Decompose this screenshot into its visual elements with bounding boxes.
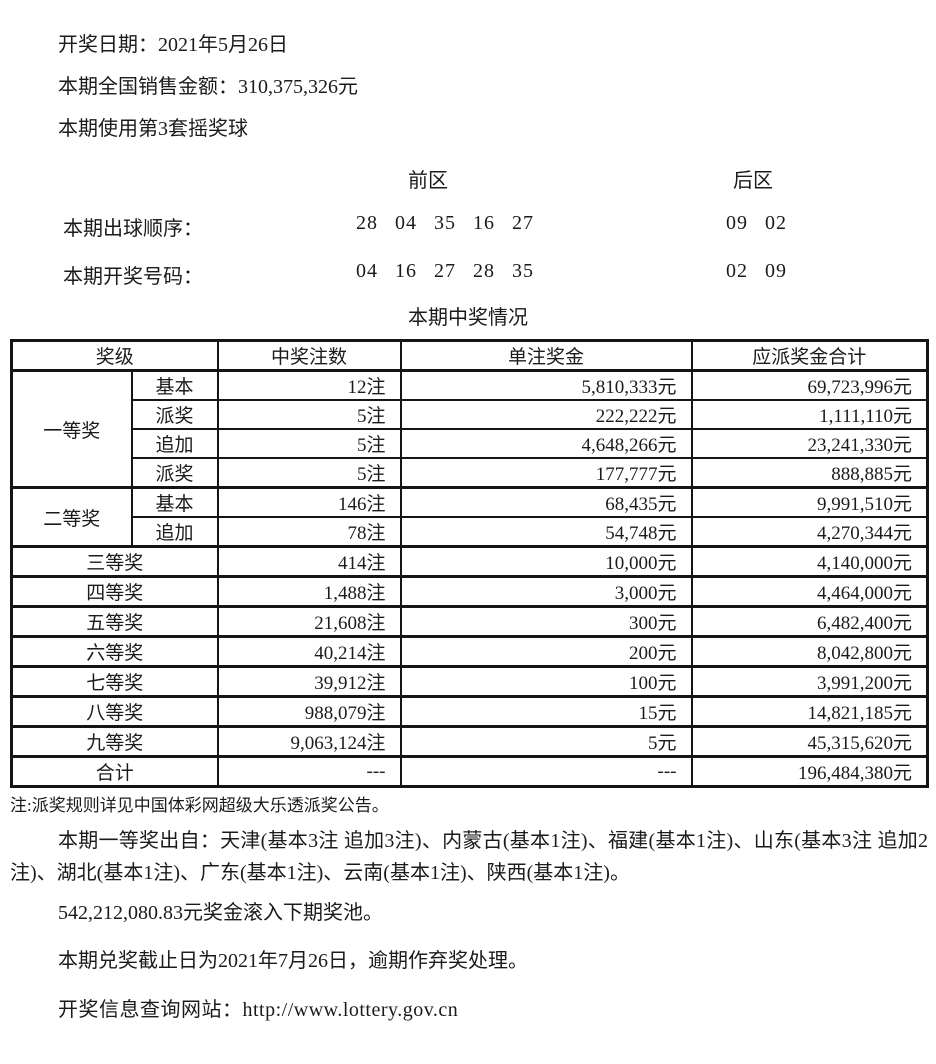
total-payout-cell: 23,241,330元 [690, 428, 929, 459]
header-prize-level: 奖级 [10, 339, 219, 372]
prize-level-cell: 五等奖 [10, 605, 219, 638]
count-cell: 414注 [216, 545, 402, 578]
count-cell: 39,912注 [216, 665, 402, 698]
count-cell: 146注 [216, 486, 402, 518]
first-prize-origin-paragraph: 本期一等奖出自：天津(基本3注 追加3注)、内蒙古(基本1注)、福建(基本1注)… [10, 830, 928, 884]
back-zone-label: 后区 [733, 170, 773, 192]
total-payout-cell: 45,315,620元 [690, 725, 929, 758]
payout-rule-note: 注:派奖规则详见中国体彩网超级大乐透派奖公告。 [10, 796, 389, 815]
header-single-prize: 单注奖金 [399, 339, 693, 372]
rollover-amount-line: 542,212,080.83元奖金滚入下期奖池。 [58, 902, 383, 924]
single-prize-cell: 222,222元 [399, 399, 693, 430]
winning-numbers-label: 本期开奖号码： [63, 266, 203, 288]
prize-level-cell: 一等奖 [10, 369, 133, 489]
table-row: 一等奖 基本 12注 5,810,333元 69,723,996元 [10, 369, 929, 489]
prize-level-cell: 六等奖 [10, 635, 219, 668]
total-payout-cell: 8,042,800元 [690, 635, 929, 668]
table-row: 七等奖 39,912注 100元 3,991,200元 [10, 665, 929, 698]
winning-numbers-row: 本期开奖号码： 04 16 27 28 35 02 09 [0, 260, 936, 288]
single-prize-cell: 4,648,266元 [399, 428, 693, 459]
total-payout-cell: 69,723,996元 [690, 369, 929, 401]
zone-headers-row: 前区 后区 [0, 164, 936, 192]
single-prize-cell: 10,000元 [399, 545, 693, 578]
table-row: 五等奖 21,608注 300元 6,482,400元 [10, 605, 929, 638]
prize-level-cell: 七等奖 [10, 665, 219, 698]
ball-order-row: 本期出球顺序： 28 04 35 16 27 09 02 [0, 212, 936, 240]
count-cell: 5注 [216, 457, 402, 489]
total-payout-cell: 196,484,380元 [690, 755, 929, 788]
sub-type-cell: 追加 [130, 428, 219, 459]
prize-level-cell: 九等奖 [10, 725, 219, 758]
ball-order-front-numbers: 28 04 35 16 27 [356, 212, 534, 234]
ball-order-back-numbers: 09 02 [726, 212, 787, 234]
single-prize-cell: 5元 [399, 725, 693, 758]
table-row: 追加 5注 4,648,266元 23,241,330元 [12, 428, 929, 459]
single-prize-cell: 15元 [399, 695, 693, 728]
table-row: 二等奖 基本 146注 68,435元 9,991,510元 [10, 486, 929, 548]
winning-numbers-front: 04 16 27 28 35 [356, 260, 534, 282]
sub-type-cell: 基本 [130, 486, 219, 518]
count-cell: 21,608注 [216, 605, 402, 638]
single-prize-cell: 68,435元 [399, 486, 693, 518]
single-prize-cell: 300元 [399, 605, 693, 638]
count-cell: --- [216, 755, 402, 788]
sub-type-cell: 基本 [130, 369, 219, 401]
single-prize-cell: --- [399, 755, 693, 788]
count-cell: 5注 [216, 428, 402, 459]
header-winning-count: 中奖注数 [216, 339, 402, 372]
total-payout-cell: 1,111,110元 [690, 399, 929, 430]
total-payout-cell: 4,464,000元 [690, 575, 929, 608]
prize-level-cell: 八等奖 [10, 695, 219, 728]
sub-type-cell: 追加 [130, 516, 219, 548]
total-payout-cell: 6,482,400元 [690, 605, 929, 638]
total-payout-cell: 3,991,200元 [690, 665, 929, 698]
draw-date-line: 开奖日期：2021年5月26日 [58, 34, 288, 56]
count-cell: 78注 [216, 516, 402, 548]
table-row: 追加 78注 54,748元 4,270,344元 [12, 516, 929, 548]
ball-order-label: 本期出球顺序： [63, 218, 203, 240]
ball-set-line: 本期使用第3套摇奖球 [58, 118, 248, 140]
total-payout-cell: 4,140,000元 [690, 545, 929, 578]
table-row: 九等奖 9,063,124注 5元 45,315,620元 [10, 725, 929, 758]
single-prize-cell: 177,777元 [399, 457, 693, 489]
total-payout-cell: 888,885元 [690, 457, 929, 489]
table-row: 三等奖 414注 10,000元 4,140,000元 [10, 545, 929, 578]
single-prize-cell: 3,000元 [399, 575, 693, 608]
redeem-deadline-line: 本期兑奖截止日为2021年7月26日，逾期作弃奖处理。 [58, 950, 528, 972]
total-payout-cell: 9,991,510元 [690, 486, 929, 518]
count-cell: 988,079注 [216, 695, 402, 728]
prize-table: 奖级 中奖注数 单注奖金 应派奖金合计 一等奖 基本 12注 5,810,333… [10, 339, 930, 788]
table-row: 派奖 5注 177,777元 888,885元 [12, 457, 929, 489]
info-website-line: 开奖信息查询网站：http://www.lottery.gov.cn [58, 999, 459, 1021]
single-prize-cell: 200元 [399, 635, 693, 668]
prize-level-cell: 三等奖 [10, 545, 219, 578]
count-cell: 40,214注 [216, 635, 402, 668]
prize-level-cell: 四等奖 [10, 575, 219, 608]
prize-level-cell: 二等奖 [10, 486, 133, 548]
sub-type-cell: 派奖 [130, 399, 219, 430]
single-prize-cell: 5,810,333元 [399, 369, 693, 401]
single-prize-cell: 100元 [399, 665, 693, 698]
front-zone-label: 前区 [408, 170, 448, 192]
header-total-payout: 应派奖金合计 [690, 339, 929, 372]
winning-numbers-back: 02 09 [726, 260, 787, 282]
total-payout-cell: 14,821,185元 [690, 695, 929, 728]
count-cell: 5注 [216, 399, 402, 430]
count-cell: 12注 [216, 369, 402, 401]
count-cell: 1,488注 [216, 575, 402, 608]
table-row: 四等奖 1,488注 3,000元 4,464,000元 [10, 575, 929, 608]
table-row: 派奖 5注 222,222元 1,111,110元 [12, 399, 929, 430]
sales-amount-line: 本期全国销售金额：310,375,326元 [58, 76, 358, 98]
prize-table-title: 本期中奖情况 [408, 307, 528, 329]
table-row-total: 合计 --- --- 196,484,380元 [10, 755, 929, 788]
table-row: 六等奖 40,214注 200元 8,042,800元 [10, 635, 929, 668]
count-cell: 9,063,124注 [216, 725, 402, 758]
prize-level-cell: 合计 [10, 755, 219, 788]
single-prize-cell: 54,748元 [399, 516, 693, 548]
total-payout-cell: 4,270,344元 [690, 516, 929, 548]
table-row: 八等奖 988,079注 15元 14,821,185元 [10, 695, 929, 728]
sub-type-cell: 派奖 [130, 457, 219, 489]
prize-table-header-row: 奖级 中奖注数 单注奖金 应派奖金合计 [10, 339, 929, 372]
